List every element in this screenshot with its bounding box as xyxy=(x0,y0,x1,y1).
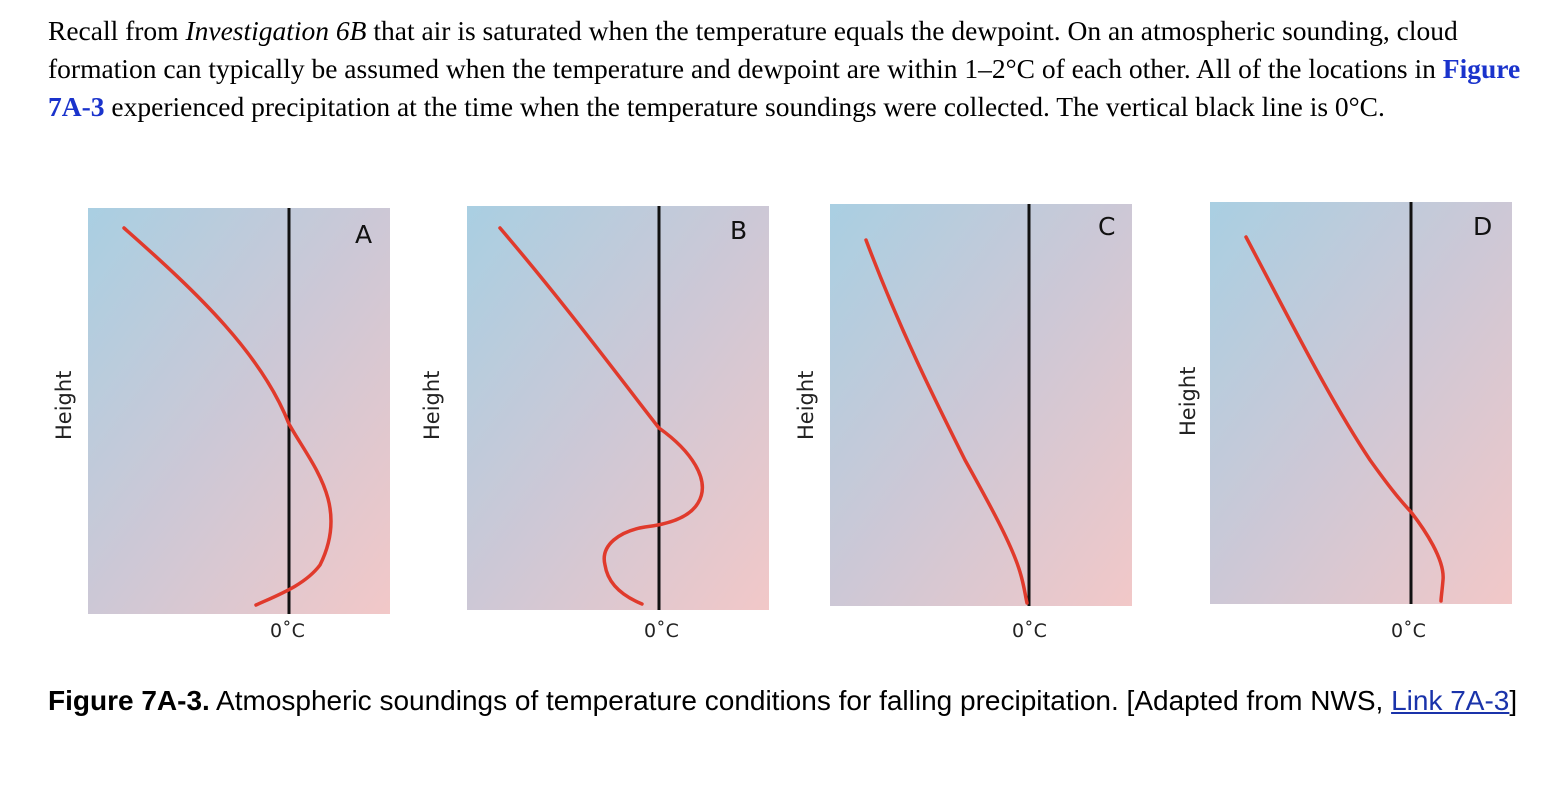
figure-caption: Figure 7A-3. Atmospheric soundings of te… xyxy=(48,684,1528,717)
intro-text-2: that air is saturated when the temperatu… xyxy=(48,15,1458,84)
zero-celsius-label-d: 0˚C xyxy=(1391,620,1426,642)
temperature-sounding-a xyxy=(122,226,333,607)
caption-closing: ] xyxy=(1509,685,1518,716)
intro-text-1: Recall from xyxy=(48,15,186,46)
panel-letter-d: D xyxy=(1473,212,1493,241)
investigation-ref: Investigation 6B xyxy=(185,15,367,46)
source-link[interactable]: Link 7A-3 xyxy=(1391,685,1510,716)
sounding-plot-b xyxy=(467,206,769,610)
caption-figure-label: Figure 7A-3. xyxy=(48,685,210,716)
sounding-plot-c xyxy=(830,204,1132,606)
zero-celsius-label-a: 0˚C xyxy=(270,620,305,642)
panel-letter-b: B xyxy=(730,216,748,245)
temperature-sounding-c xyxy=(864,238,1029,605)
temperature-sounding-d xyxy=(1244,235,1445,603)
intro-text-3: experienced precipitation at the time wh… xyxy=(104,91,1385,122)
zero-celsius-label-c: 0˚C xyxy=(1012,620,1047,642)
sounding-plot-a xyxy=(88,208,390,614)
figure-ref-link[interactable]: Figure 7A-3 xyxy=(48,53,1521,122)
temperature-sounding-b xyxy=(498,226,704,606)
caption-text: Atmospheric soundings of temperature con… xyxy=(209,685,1392,716)
zero-celsius-label-b: 0˚C xyxy=(644,620,679,642)
panel-letter-a: A xyxy=(355,220,373,249)
sounding-plot-d xyxy=(1210,202,1512,604)
intro-paragraph: Recall from Investigation 6B that air is… xyxy=(48,12,1538,126)
panel-letter-c: C xyxy=(1098,212,1116,241)
